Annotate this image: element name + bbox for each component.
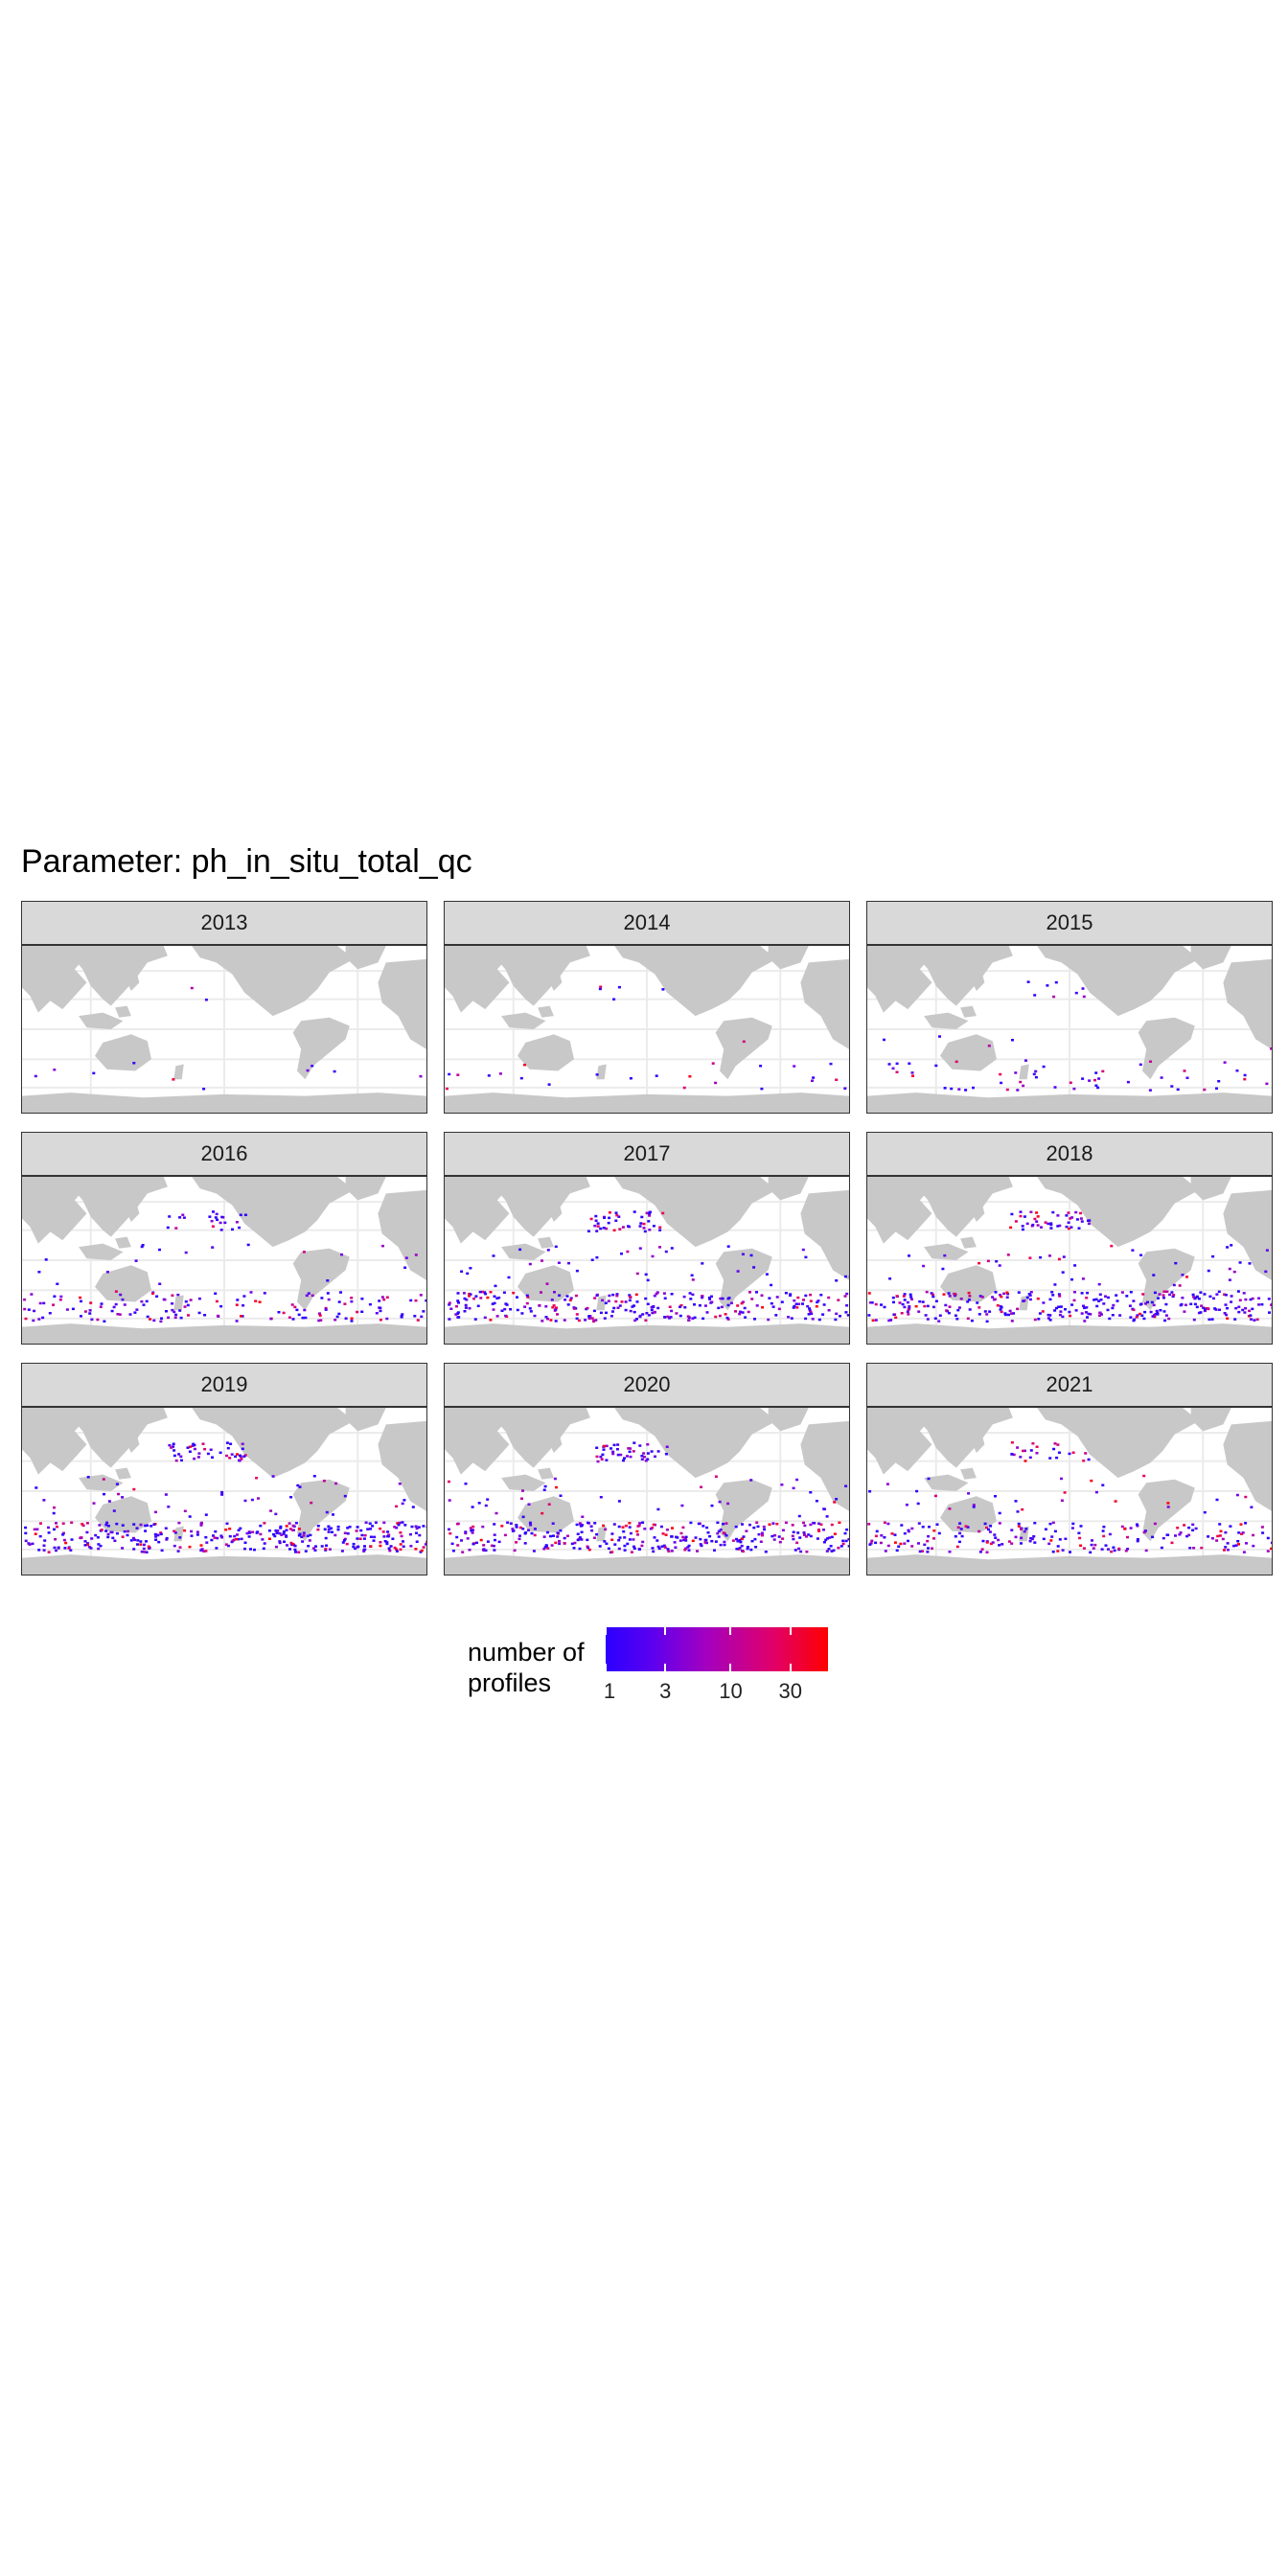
legend-tick-mark — [729, 1627, 732, 1671]
legend: number of profiles 1 3 10 30 — [468, 1627, 851, 1704]
profile-cells — [34, 986, 423, 1091]
world-map — [866, 1407, 1273, 1576]
facet-panel-2016: 2016 — [21, 1132, 427, 1345]
map-canvas — [22, 1177, 426, 1344]
world-map — [866, 1176, 1273, 1345]
world-map — [21, 1176, 427, 1345]
facet-panel-2018: 2018 — [866, 1132, 1273, 1345]
graticule — [22, 1177, 426, 1344]
profile-cells — [23, 1210, 426, 1323]
world-map — [21, 945, 427, 1114]
land — [445, 1177, 849, 1344]
facet-panel-2021: 2021 — [866, 1363, 1273, 1576]
land — [867, 946, 1272, 1113]
legend-tick-label: 30 — [778, 1679, 802, 1703]
legend-tick-label: 3 — [659, 1679, 672, 1703]
land — [22, 1408, 426, 1575]
map-canvas — [867, 946, 1272, 1113]
facet-strip-label: 2016 — [21, 1132, 427, 1176]
facet-strip-label: 2017 — [444, 1132, 850, 1176]
land — [445, 946, 849, 1113]
legend-tick-mark — [789, 1627, 792, 1671]
profile-cells — [448, 1210, 849, 1323]
legend-tick-label: 10 — [719, 1679, 743, 1703]
profile-cells — [448, 1441, 849, 1554]
legend-title-line2: profiles — [468, 1668, 552, 1697]
facet-strip-label: 2018 — [866, 1132, 1273, 1176]
graticule — [22, 946, 426, 1113]
world-map — [21, 1407, 427, 1576]
facet-strip-label: 2019 — [21, 1363, 427, 1407]
facet-strip-label: 2014 — [444, 901, 850, 945]
facet-panel-2017: 2017 — [444, 1132, 850, 1345]
map-canvas — [445, 1408, 849, 1575]
legend-title: number of profiles — [468, 1637, 611, 1698]
profile-cells — [445, 985, 847, 1091]
legend-title-line1: number of — [468, 1638, 585, 1667]
legend-colorbar — [605, 1627, 828, 1671]
map-canvas — [867, 1408, 1272, 1575]
facet-panel-2019: 2019 — [21, 1363, 427, 1576]
facet-panel-2013: 2013 — [21, 901, 427, 1114]
land — [22, 946, 426, 1113]
profile-cells — [24, 1441, 426, 1553]
profile-cells — [867, 1210, 1272, 1323]
facet-strip-label: 2015 — [866, 901, 1273, 945]
facet-panel-2014: 2014 — [444, 901, 850, 1114]
facet-strip-label: 2021 — [866, 1363, 1273, 1407]
land — [867, 1177, 1272, 1344]
map-canvas — [22, 946, 426, 1113]
world-map — [444, 945, 850, 1114]
facet-panel-2015: 2015 — [866, 901, 1273, 1114]
legend-tick-label: 1 — [603, 1679, 616, 1703]
graticule — [867, 1408, 1272, 1575]
world-map — [866, 945, 1273, 1114]
world-map — [444, 1407, 850, 1576]
world-map — [444, 1176, 850, 1345]
facet-strip-label: 2020 — [444, 1363, 850, 1407]
legend-tick-mark — [605, 1627, 607, 1671]
map-canvas — [445, 1177, 849, 1344]
profile-cells — [867, 1441, 1272, 1554]
graticule — [867, 946, 1272, 1113]
graticule — [445, 946, 849, 1113]
plot-title: Parameter: ph_in_situ_total_qc — [21, 843, 472, 880]
facet-strip-label: 2013 — [21, 901, 427, 945]
map-canvas — [867, 1177, 1272, 1344]
map-canvas — [445, 946, 849, 1113]
legend-tick-mark — [664, 1627, 667, 1671]
facet-panel-2020: 2020 — [444, 1363, 850, 1576]
profile-cells — [883, 980, 1272, 1092]
map-canvas — [22, 1408, 426, 1575]
graticule — [445, 1408, 849, 1575]
graticule — [445, 1177, 849, 1344]
